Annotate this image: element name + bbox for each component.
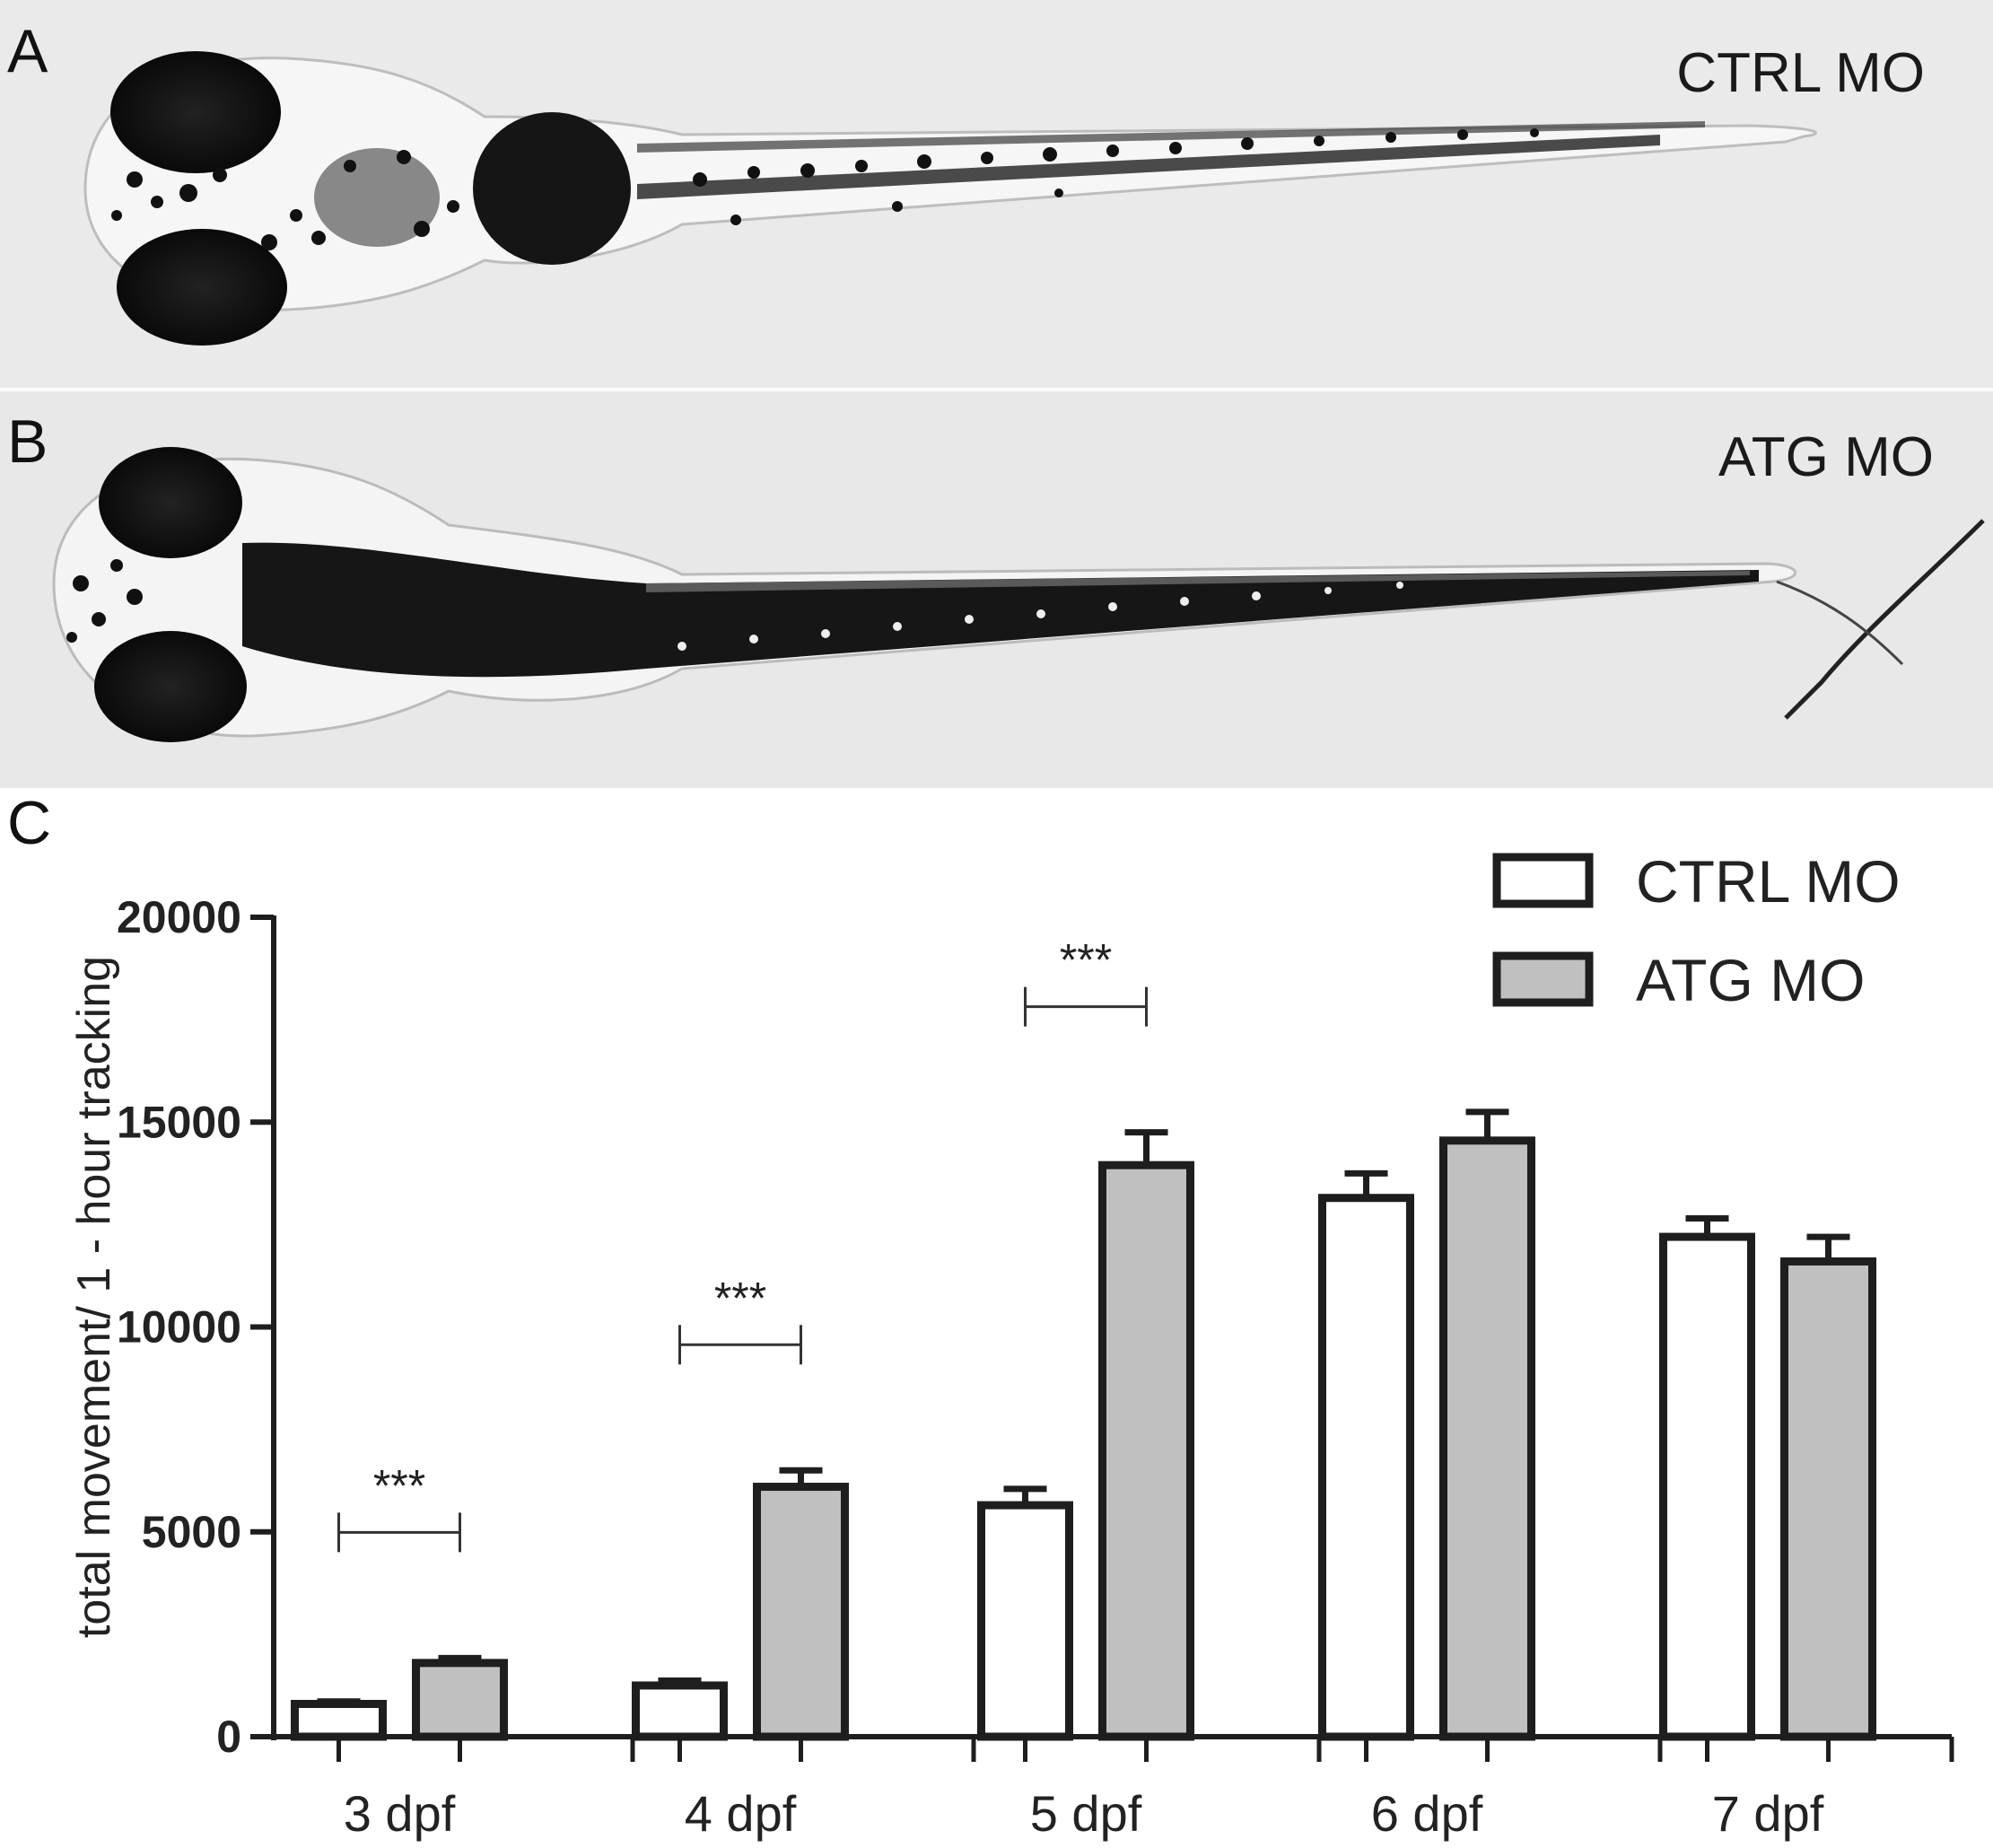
significance-label: *** [373,1460,425,1511]
bar-ctrl-mo [1659,1232,1755,1741]
y-tick-label: 5000 [142,1507,241,1557]
bar-atg-mo [412,1659,508,1741]
bar-ctrl-mo [632,1681,728,1741]
bar-atg-mo [1439,1136,1535,1741]
x-tick-label: 3 dpf [344,1785,456,1842]
panel-c: C total movement/ 1 - hour tracking 0 500… [7,789,1954,1842]
panel-letter-c: C [7,789,51,857]
axes: 0 5000 10000 15000 20000 3 dpf 4 dpf 5 dpf 6 dpf… [117,892,1954,1842]
significance-label: *** [714,1273,766,1323]
legend-swatch-ctrl-mo [1492,853,1594,908]
legend-label-ctrl-mo: CTRL MO [1636,848,1901,915]
legend-label-atg-mo: ATG MO [1636,947,1865,1013]
y-axis-title: total movement/ 1 - hour tracking [68,956,120,1638]
panel-b-label: ATG MO [1718,426,1934,488]
y-tick-label: 15000 [117,1097,241,1147]
bar-ctrl-mo [291,1699,387,1741]
y-tick-label: 20000 [117,892,241,942]
bar-atg-mo [1098,1160,1194,1741]
panel-letter-a: A [7,17,48,85]
x-tick-label: 5 dpf [1030,1785,1142,1842]
y-tick-label: 10000 [117,1302,241,1353]
panel-letter-b: B [7,407,48,476]
y-tick-label: 0 [216,1712,241,1762]
bar-ctrl-mo [977,1501,1073,1741]
x-tick-label: 7 dpf [1712,1785,1824,1842]
bar-atg-mo [753,1483,849,1741]
x-tick-label: 6 dpf [1371,1785,1483,1842]
bar-atg-mo [1780,1257,1876,1741]
x-tick-label: 4 dpf [685,1785,797,1842]
significance-markers: *** *** *** [337,935,1148,1553]
panel-b: B ATG MO [0,391,1993,788]
zebrafish-larva-ctrl [83,51,1817,346]
legend: CTRL MO ATG MO [1492,848,1901,1013]
panel-a: A CTRL MO [0,0,1993,388]
error-bars [317,1108,1850,1705]
bar-ctrl-mo [1318,1194,1414,1741]
significance-label: *** [1060,935,1112,985]
zebrafish-larva-atg [52,447,1985,742]
legend-swatch-atg-mo [1492,951,1594,1007]
bars [291,1136,1876,1741]
panel-a-label: CTRL MO [1676,42,1925,104]
